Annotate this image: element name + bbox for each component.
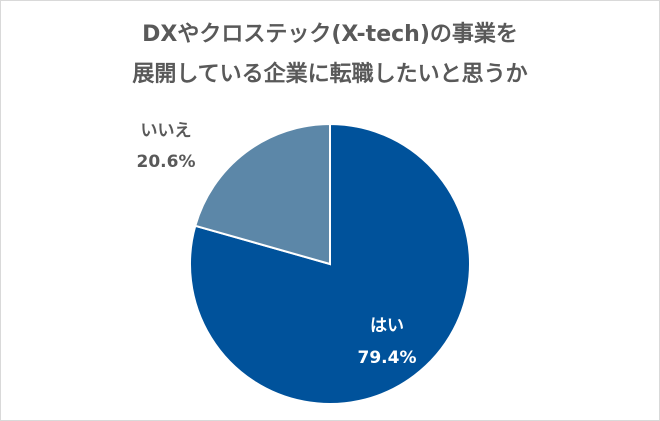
chart-title-line-2: 展開している企業に転職したいと思うか (132, 62, 528, 87)
slice-label-no-value: 20.6% (137, 152, 196, 172)
pie-slice-no (194, 122, 331, 266)
pie-slices (189, 122, 471, 405)
slice-label-yes-category: はい (370, 316, 404, 336)
pie-labels: はい 79.4% いいえ 20.6% (137, 121, 417, 368)
chart-title: DXやクロステック(X-tech)の事業を 展開している企業に転職したいと思うか (1, 15, 659, 95)
slice-label-no-category: いいえ (141, 121, 192, 141)
pie-slice-yes (189, 122, 471, 405)
slice-label-yes-value: 79.4% (358, 348, 417, 368)
chart-title-line-1: DXやクロステック(X-tech)の事業を (142, 22, 518, 47)
